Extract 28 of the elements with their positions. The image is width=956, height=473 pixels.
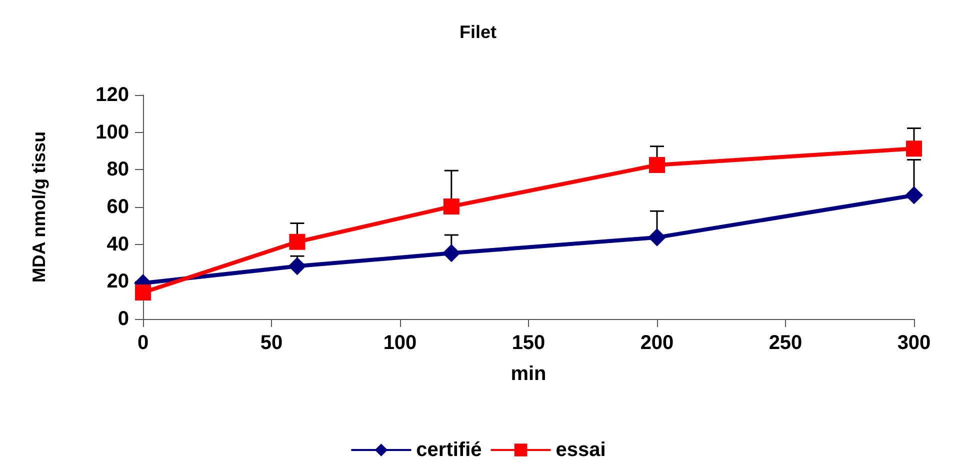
y-tick-label: 120 bbox=[96, 84, 129, 106]
y-tick-label: 0 bbox=[118, 308, 129, 330]
chart-title: Filet bbox=[459, 22, 497, 42]
y-tick-label: 80 bbox=[106, 158, 129, 181]
x-tick-label: 100 bbox=[383, 332, 417, 354]
point bbox=[442, 244, 460, 262]
x-tick-label: 300 bbox=[897, 332, 931, 354]
x-tick-label: 150 bbox=[512, 332, 546, 354]
legend-label: essai bbox=[556, 439, 606, 461]
point bbox=[288, 257, 306, 276]
x-tick-label: 250 bbox=[768, 332, 802, 354]
point bbox=[289, 234, 306, 250]
y-tick-label: 100 bbox=[96, 121, 129, 144]
y-tick-label: 20 bbox=[106, 270, 129, 293]
x-tick-label: 50 bbox=[260, 332, 283, 354]
point bbox=[905, 186, 923, 204]
point bbox=[135, 284, 151, 300]
point bbox=[906, 140, 922, 157]
y-tick-label: 40 bbox=[106, 233, 129, 256]
x-axis-title: min bbox=[510, 363, 546, 385]
point bbox=[648, 228, 666, 246]
x-tick-label: 200 bbox=[640, 332, 674, 354]
point bbox=[443, 198, 460, 214]
point bbox=[649, 157, 665, 173]
legend-label: certifié bbox=[416, 439, 482, 461]
x-tick-label: 0 bbox=[137, 332, 149, 354]
y-axis-title: MDA nmol/g tissu bbox=[29, 131, 49, 283]
y-tick-label: 60 bbox=[106, 196, 129, 218]
